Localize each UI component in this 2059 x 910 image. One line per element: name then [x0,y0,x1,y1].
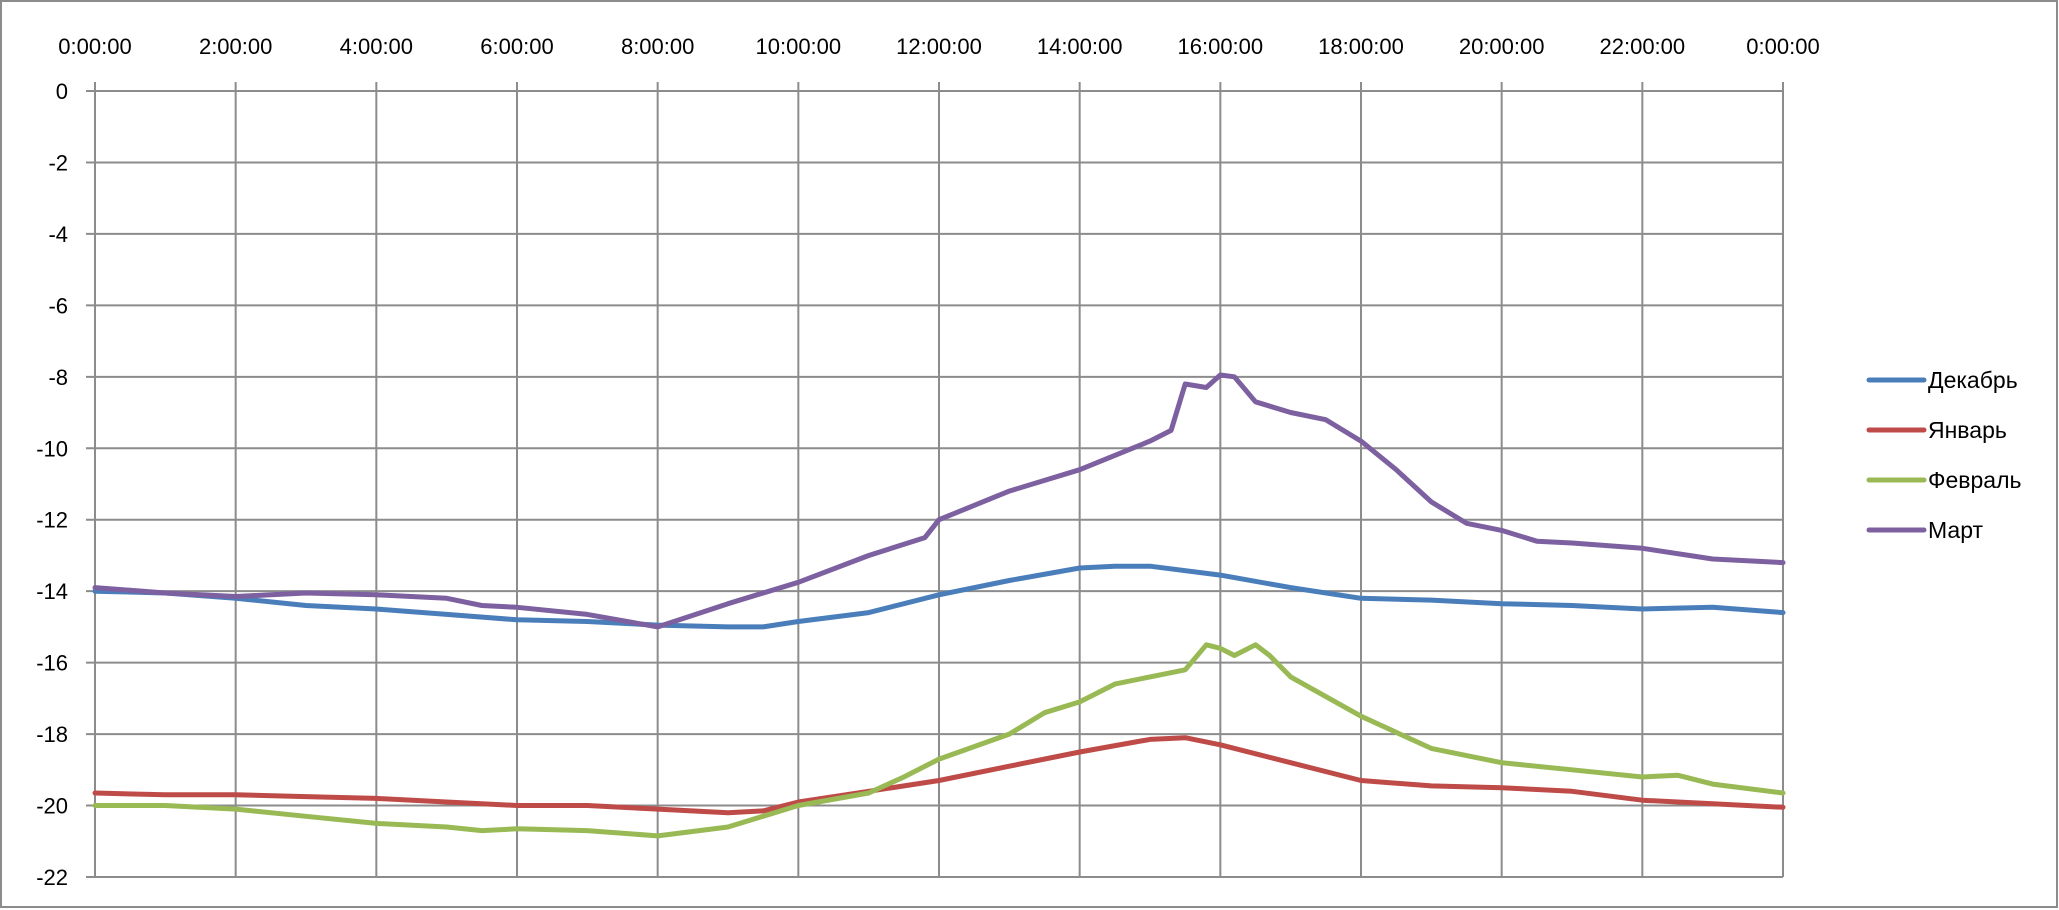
legend-label: Март [1928,517,1983,543]
y-tick-label: -20 [36,794,68,819]
x-tick-label: 0:00:00 [1746,34,1819,59]
x-tick-label: 2:00:00 [199,34,272,59]
y-tick-label: -6 [48,293,68,318]
y-tick-label: -18 [36,722,68,747]
x-tick-label: 16:00:00 [1178,34,1264,59]
series-line-2 [92,735,1786,816]
series-lines [92,372,1786,839]
y-tick-label: -12 [36,508,68,533]
legend-label: Январь [1928,417,2007,443]
y-tick-label: -2 [48,150,68,175]
x-tick-label: 0:00:00 [58,34,131,59]
y-tick-label: -8 [48,365,68,390]
x-tick-label: 22:00:00 [1600,34,1686,59]
y-tick-label: -4 [48,222,68,247]
y-tick-label: -16 [36,651,68,676]
x-tick-label: 20:00:00 [1459,34,1545,59]
y-tick-label: -14 [36,579,68,604]
legend-label: Февраль [1928,467,2021,493]
x-tick-label: 18:00:00 [1318,34,1404,59]
y-tick-label: -22 [36,865,68,890]
x-tick-label: 12:00:00 [896,34,982,59]
legend: Декабрь Январь Февраль Март [1866,367,2021,543]
series-line-3 [92,642,1786,839]
y-tick-label: 0 [56,79,68,104]
x-axis-labels: 0:00:00 2:00:00 4:00:00 6:00:00 8:00:00 10:00… [58,34,1819,59]
legend-label: Декабрь [1928,367,2018,393]
x-tick-label: 4:00:00 [340,34,413,59]
x-tick-label: 6:00:00 [480,34,553,59]
x-tick-label: 8:00:00 [621,34,694,59]
y-axis-labels: 0 -2 -4 -6 -8 -10 -12 -14 -16 -18 -20 -22 [36,79,68,890]
series-line-1 [92,563,1786,630]
x-tick-label: 10:00:00 [756,34,842,59]
y-tick-label: -10 [36,436,68,461]
x-tick-label: 14:00:00 [1037,34,1123,59]
gridlines [86,82,1784,878]
series-line-4 [92,372,1786,630]
